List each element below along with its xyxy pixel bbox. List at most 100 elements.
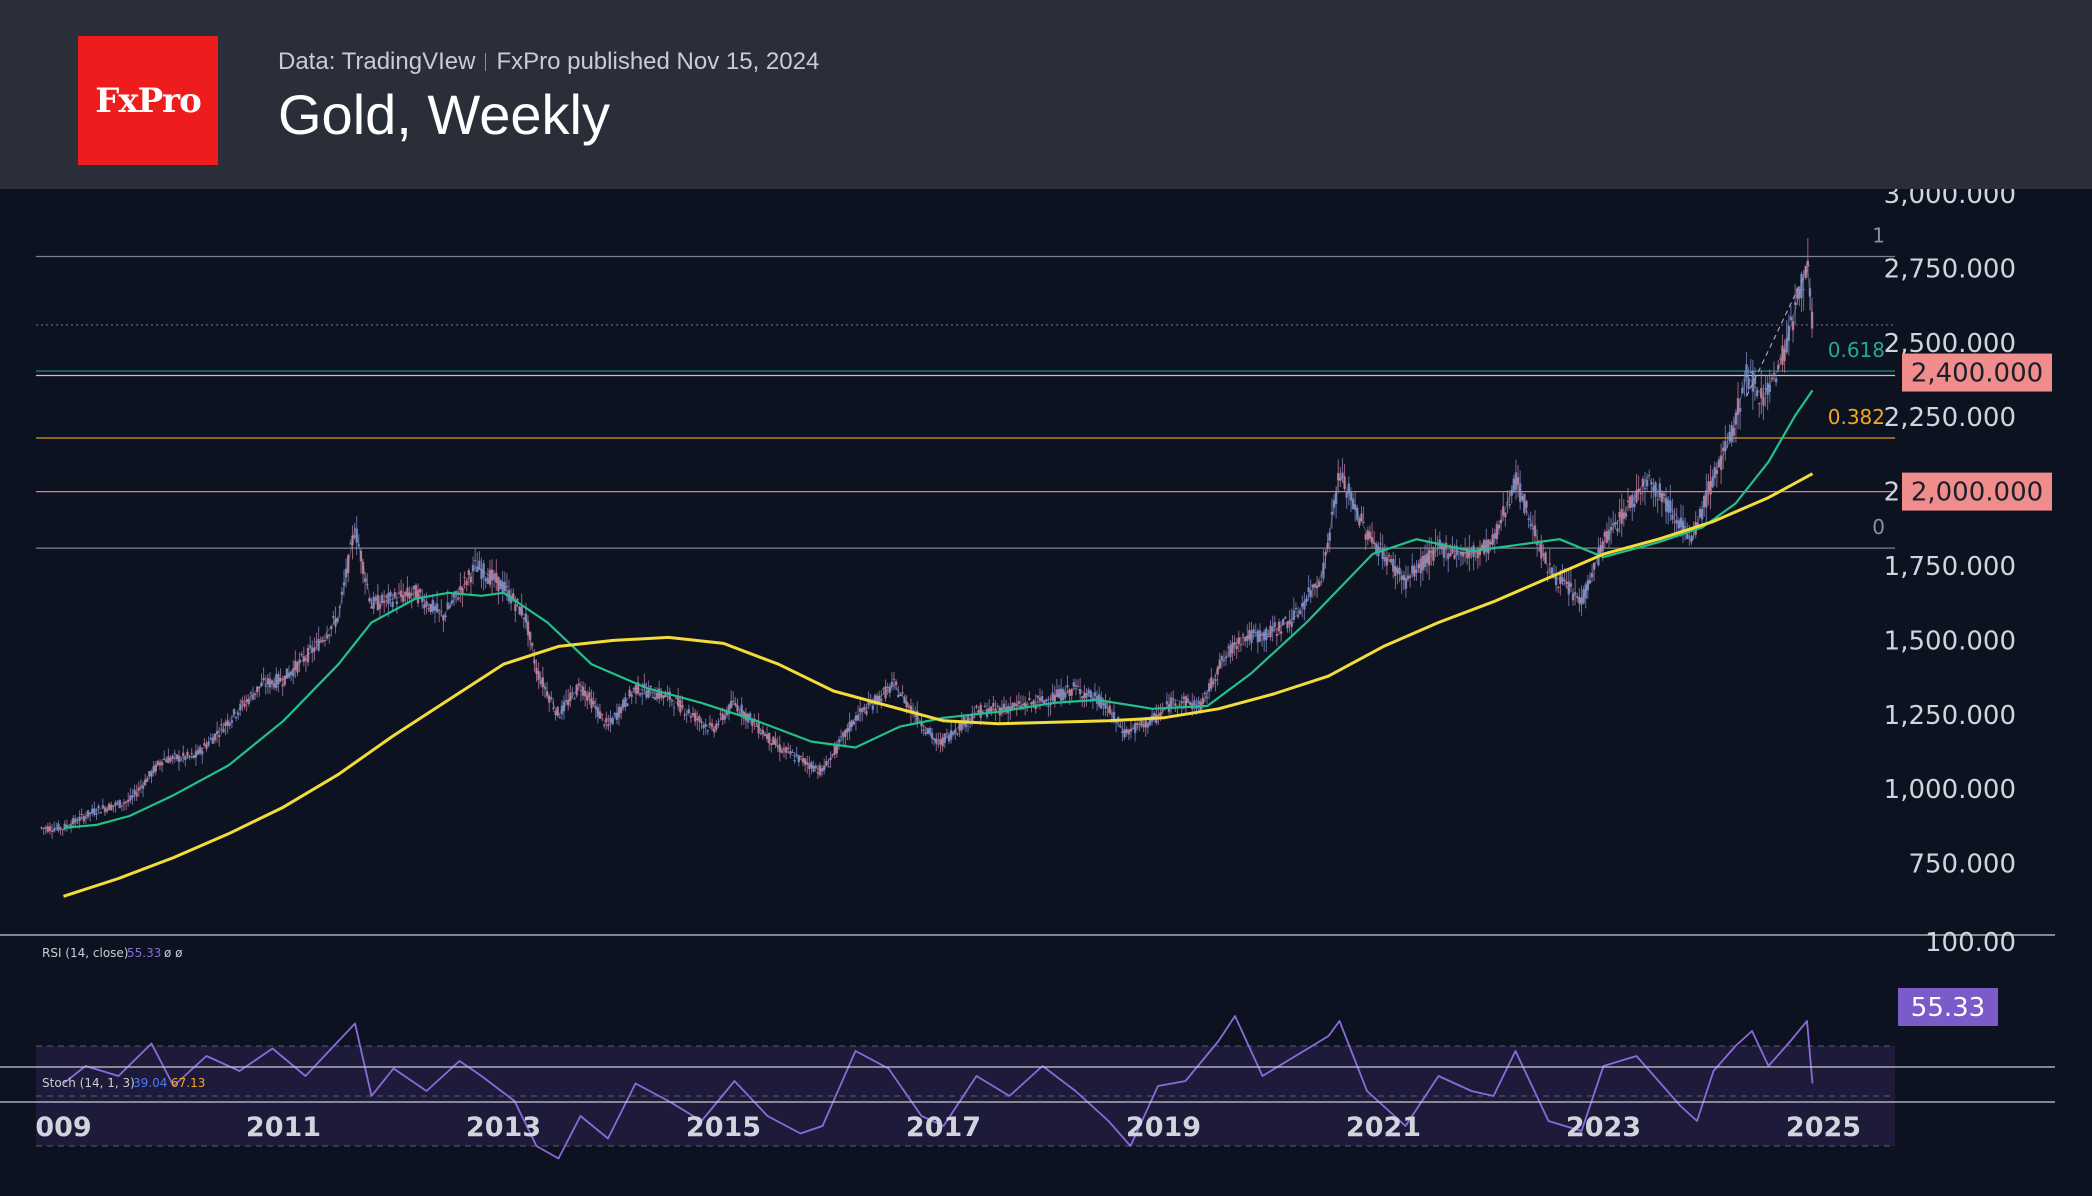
price-chart[interactable]: 1 0.618 0.382 0 750.000 1,000.000 1,250.000 1,… — [0, 189, 2092, 1196]
candle-body — [1375, 543, 1378, 554]
candle-body — [313, 647, 316, 652]
candle-body — [1197, 700, 1200, 704]
candle-body — [1624, 512, 1628, 518]
candle-body — [410, 594, 413, 596]
candle-body — [1074, 685, 1078, 687]
time-axis[interactable]: 009 2011 2013 2015 2017 2019 2021 2023 2025 — [35, 1112, 1861, 1143]
candle-body — [1667, 499, 1670, 513]
candle-body — [664, 693, 667, 698]
candle-body — [1057, 689, 1061, 698]
candle-body — [793, 759, 796, 761]
candle-body — [899, 694, 902, 697]
candle-body — [1119, 726, 1122, 728]
candle-body — [624, 697, 627, 707]
candle-body — [949, 730, 953, 740]
chart-title: Gold, Weekly — [278, 83, 610, 146]
candle-body — [1400, 576, 1403, 581]
candle-body — [1068, 689, 1071, 696]
candle-body — [1358, 519, 1361, 526]
candle-body — [858, 708, 862, 712]
candle-body — [531, 643, 534, 646]
candle-body — [1110, 713, 1114, 715]
candle-body — [201, 750, 204, 755]
candle-body — [1764, 388, 1767, 390]
candle-body — [533, 659, 536, 664]
rsi-label: RSI (14, close) — [42, 946, 128, 960]
candle-body — [1749, 371, 1752, 373]
candle-body — [1317, 581, 1321, 587]
candle-body — [342, 582, 346, 586]
candle-body — [332, 616, 335, 618]
candle-body — [757, 721, 760, 734]
candle-body — [1053, 694, 1056, 702]
candle-body — [1430, 550, 1433, 553]
candle-body — [892, 678, 896, 680]
candle-body — [1675, 519, 1678, 524]
candle-body — [1762, 397, 1765, 406]
candle-body — [861, 708, 864, 712]
candle-body — [135, 792, 138, 797]
candle-body — [1258, 630, 1262, 642]
candle-body — [1233, 642, 1236, 646]
candle-body — [1616, 528, 1619, 532]
candle-body — [586, 695, 589, 701]
candle-body — [1123, 729, 1126, 738]
candle-body — [48, 826, 52, 831]
candle-body — [516, 598, 519, 601]
candle-body — [1806, 260, 1810, 266]
candle-body — [1108, 705, 1111, 714]
candle-body — [1612, 523, 1615, 526]
candle-body — [1571, 593, 1575, 601]
candle-body — [1298, 610, 1302, 615]
stoch-k-value: 39.04 — [133, 1076, 167, 1090]
candle-body — [224, 722, 227, 726]
candle-body — [979, 704, 982, 718]
candle-body — [564, 700, 568, 702]
candle-body — [80, 814, 83, 816]
candle-body — [361, 561, 365, 575]
candle-body — [907, 706, 911, 708]
fxpro-logo[interactable]: FxPro — [78, 36, 218, 165]
data-source: Data: TradingVIew — [278, 48, 476, 75]
candle-body — [1757, 403, 1761, 405]
candle-body — [1635, 490, 1638, 503]
candle-body — [717, 723, 720, 725]
candle-body — [1745, 364, 1748, 378]
candle-body — [406, 587, 409, 597]
candle-body — [340, 591, 344, 595]
candle-body — [952, 732, 955, 735]
candle-body — [1019, 705, 1023, 708]
candle-body — [467, 570, 471, 576]
candle-body — [1652, 486, 1655, 491]
candle-body — [446, 602, 449, 610]
candle-body — [1576, 596, 1579, 598]
candle-body — [131, 795, 134, 798]
candle-body — [806, 762, 809, 765]
candle-body — [484, 578, 487, 582]
candle-body — [897, 695, 900, 698]
rsi-top-tick: 100.00 — [1925, 928, 2016, 958]
candle-body — [408, 592, 411, 599]
candle-body — [1081, 696, 1084, 699]
candle-body — [869, 702, 872, 704]
candle-body — [651, 697, 655, 699]
candle-body — [1353, 504, 1357, 510]
candle-body — [1023, 702, 1027, 707]
candle-body — [61, 829, 64, 831]
candle-body — [270, 680, 274, 685]
candle-body — [1180, 701, 1183, 704]
candle-body — [1603, 531, 1606, 537]
candle-body — [133, 789, 136, 795]
y-tick-label: 1,250.000 — [1884, 701, 2016, 731]
candle-body — [660, 691, 663, 698]
candle-body — [922, 729, 925, 732]
candle-body — [1677, 520, 1681, 529]
candle-body — [928, 728, 932, 734]
candle-body — [1334, 492, 1338, 505]
candle-body — [801, 757, 805, 763]
candle-body — [1256, 630, 1260, 643]
candle-body — [611, 718, 614, 725]
candle-body — [158, 762, 162, 766]
candle-body — [1783, 348, 1786, 361]
